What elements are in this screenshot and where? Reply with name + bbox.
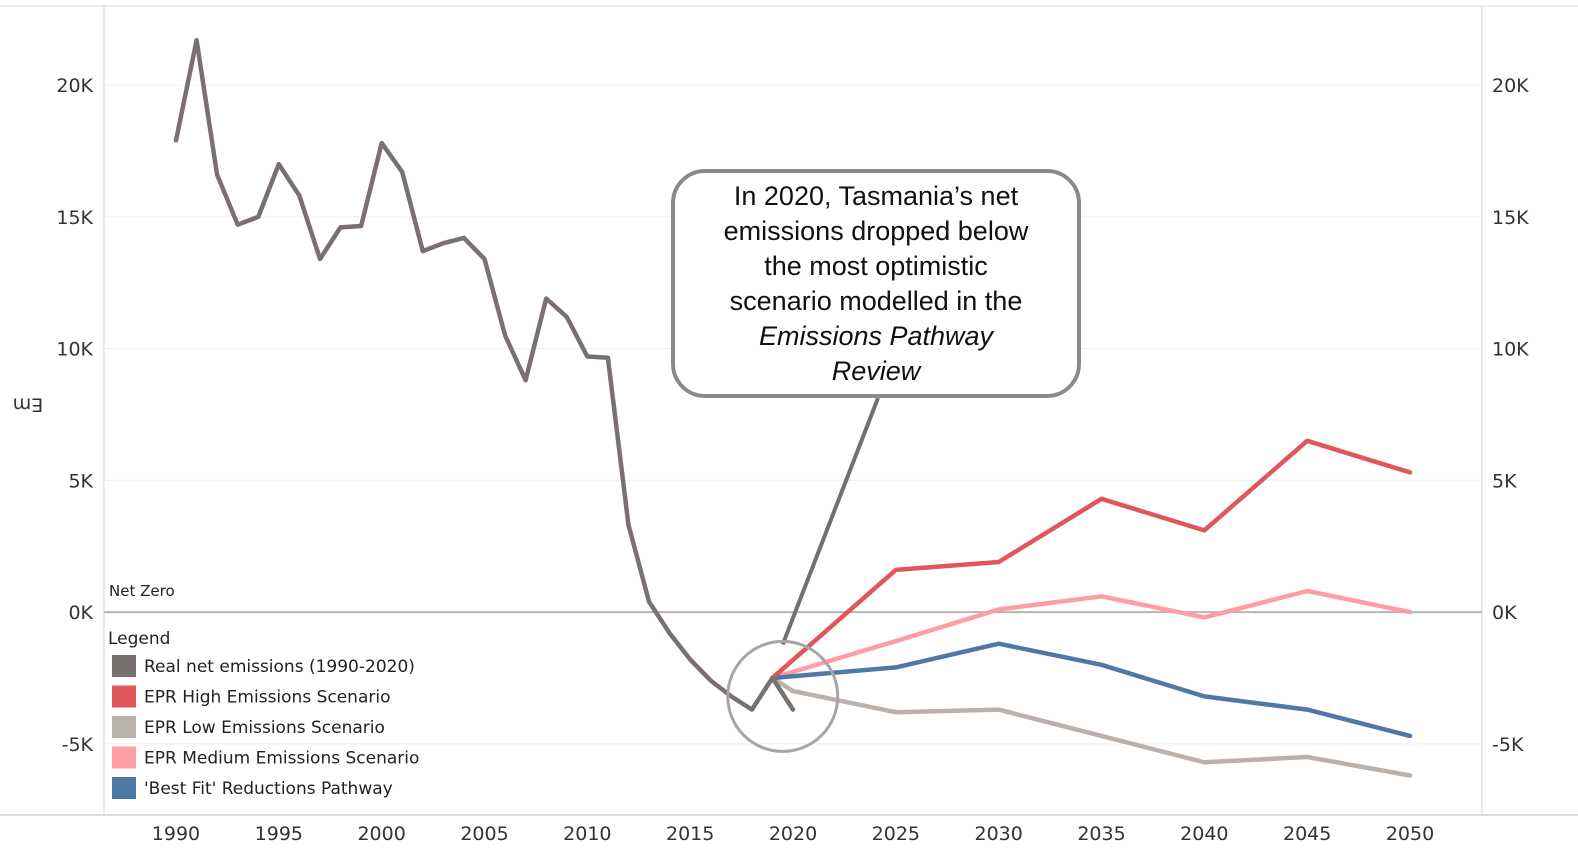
y-tick-label-right: 5K [1492, 470, 1517, 492]
y-tick-label-left: -5K [62, 734, 94, 756]
plot-frame [0, 5, 1578, 816]
y-axis-title: Em [13, 394, 44, 416]
x-tick-label: 2040 [1180, 823, 1228, 845]
x-tick-label: 2000 [357, 823, 405, 845]
x-tick-label: 2035 [1077, 823, 1125, 845]
legend-entry: EPR Medium Emissions Scenario [144, 749, 419, 769]
annotation-italic-line: Review [831, 355, 921, 386]
axis-labels: 20K 20K 15K 15K 10K 10K 5K 5K 0K 0K -5K -5K 1990 1995… [13, 75, 1529, 845]
x-tick-label: 2030 [974, 823, 1022, 845]
legend-swatch [112, 655, 136, 677]
annotation-line: emissions dropped below [723, 215, 1029, 246]
legend-entry: EPR High Emissions Scenario [144, 688, 390, 708]
y-tick-label-left: 15K [56, 207, 93, 229]
y-tick-label-left: 10K [56, 339, 93, 361]
annotation-line: the most optimistic [764, 250, 988, 281]
series-line [770, 588, 1413, 681]
y-tick-label-left: 0K [68, 602, 93, 624]
x-tick-label: 2020 [769, 823, 817, 845]
legend-entry: EPR Low Emissions Scenario [144, 718, 385, 738]
x-tick-label: 1995 [255, 823, 303, 845]
legend-entry: 'Best Fit' Reductions Pathway [144, 779, 393, 799]
legend-title: Legend [108, 629, 170, 649]
net-zero-label: Net Zero [109, 582, 175, 600]
series-line [770, 438, 1413, 681]
legend: Legend Real net emissions (1990-2020) EPR … [108, 629, 419, 799]
y-tick-label-left: 20K [56, 75, 93, 97]
annotation-italic-line: Emissions Pathway [758, 320, 994, 351]
annotation-callout: In 2020, Tasmania’s net emissions droppe… [671, 169, 1081, 398]
annotation-pointer [726, 397, 880, 753]
legend-swatch [112, 685, 136, 708]
y-tick-label-left: 5K [68, 470, 93, 492]
x-tick-label: 2015 [666, 823, 714, 845]
series-lines [173, 38, 1413, 778]
x-tick-label: 2025 [872, 823, 920, 845]
y-tick-label-right: 10K [1492, 339, 1529, 361]
legend-swatch [112, 777, 136, 799]
legend-swatch [112, 716, 136, 738]
annotation-line: scenario modelled in the [729, 285, 1023, 316]
x-tick-label: 2005 [460, 823, 508, 845]
y-tick-label-right: 0K [1492, 602, 1517, 624]
series-line [770, 641, 1413, 739]
legend-swatch [112, 746, 136, 769]
x-tick-label: 2010 [563, 823, 611, 845]
legend-entry: Real net emissions (1990-2020) [144, 657, 415, 677]
net-zero-line: Net Zero [104, 582, 1482, 614]
x-tick-label: 2045 [1283, 823, 1331, 845]
highlight-circle [726, 639, 840, 753]
x-tick-label: 2050 [1386, 823, 1434, 845]
y-tick-label-right: -5K [1492, 734, 1524, 756]
series-line [770, 675, 1413, 778]
y-tick-label-right: 20K [1492, 75, 1529, 97]
series-line [173, 38, 796, 712]
annotation-pointer-line [780, 397, 880, 646]
x-tick-label: 1990 [152, 823, 200, 845]
annotation-line: In 2020, Tasmania’s net [733, 180, 1019, 211]
y-tick-label-right: 15K [1492, 207, 1529, 229]
